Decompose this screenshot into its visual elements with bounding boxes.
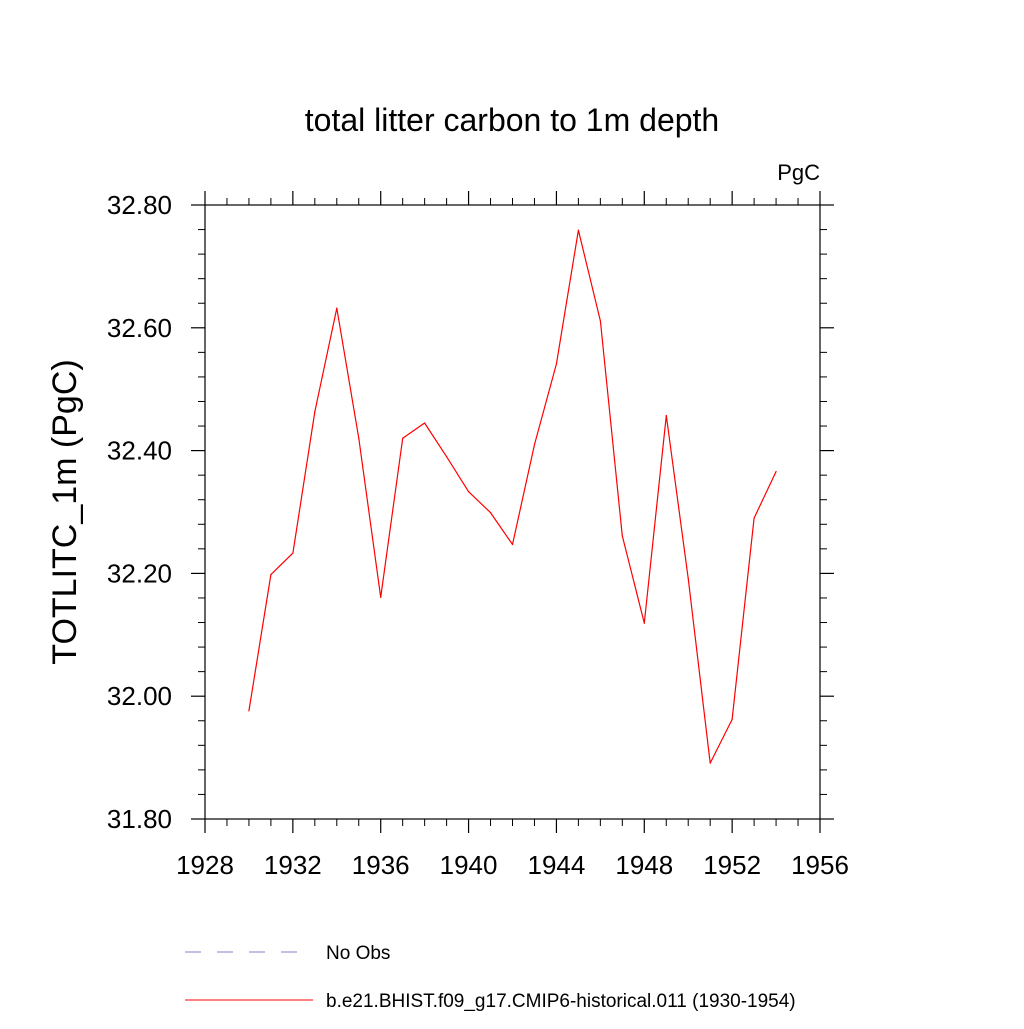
x-tick-label: 1932 [264,850,322,880]
data-point [511,543,514,546]
data-point [402,437,404,439]
y-tick-label: 32.60 [107,313,172,343]
y-tick-label: 32.40 [107,436,172,466]
series-line [248,229,777,764]
data-point [577,229,579,231]
data-point [665,415,667,417]
data-point [270,574,272,576]
y-tick-label: 32.20 [107,558,172,588]
data-point [775,470,777,473]
data-point [621,535,623,537]
data-point [467,491,470,493]
series-layer [248,229,777,764]
y-tick-label: 32.80 [107,190,172,220]
data-point [292,552,294,554]
chart-title: total litter carbon to 1m depth [305,102,719,138]
data-point [753,517,755,519]
x-tick-label: 1952 [703,850,761,880]
units-label: PgC [777,160,820,185]
y-tick-label: 32.00 [107,681,172,711]
data-point [358,437,360,439]
data-point [533,443,536,446]
y-axis-label: TOTLITC_1m (PgC) [46,359,84,664]
x-tick-label: 1936 [352,850,410,880]
legend: No Obs b.e21.BHIST.f09_g17.CMIP6-historic… [185,943,796,1012]
legend-label: b.e21.BHIST.f09_g17.CMIP6-historical.011… [326,991,796,1012]
data-point [489,512,492,514]
x-tick-label: 1944 [528,850,586,880]
data-point [446,456,448,458]
axes: 1928 1932 1936 1940 1944 1948 1952 1956 31.80 32.… [107,190,849,880]
x-tick-label: 1956 [791,850,849,880]
data-point [709,762,711,764]
data-point [424,422,426,424]
data-point [555,363,558,365]
y-tick-label: 31.80 [107,804,172,834]
data-point [643,622,645,624]
data-point [336,307,338,309]
data-point [599,320,601,322]
legend-label: No Obs [326,943,390,964]
x-tick-label: 1928 [176,850,234,880]
data-point [248,710,250,712]
x-tick-label: 1940 [440,850,498,880]
x-tick-label: 1948 [615,850,673,880]
data-point [314,411,316,413]
data-point [731,718,733,721]
data-point [380,596,382,598]
data-point [687,577,689,579]
